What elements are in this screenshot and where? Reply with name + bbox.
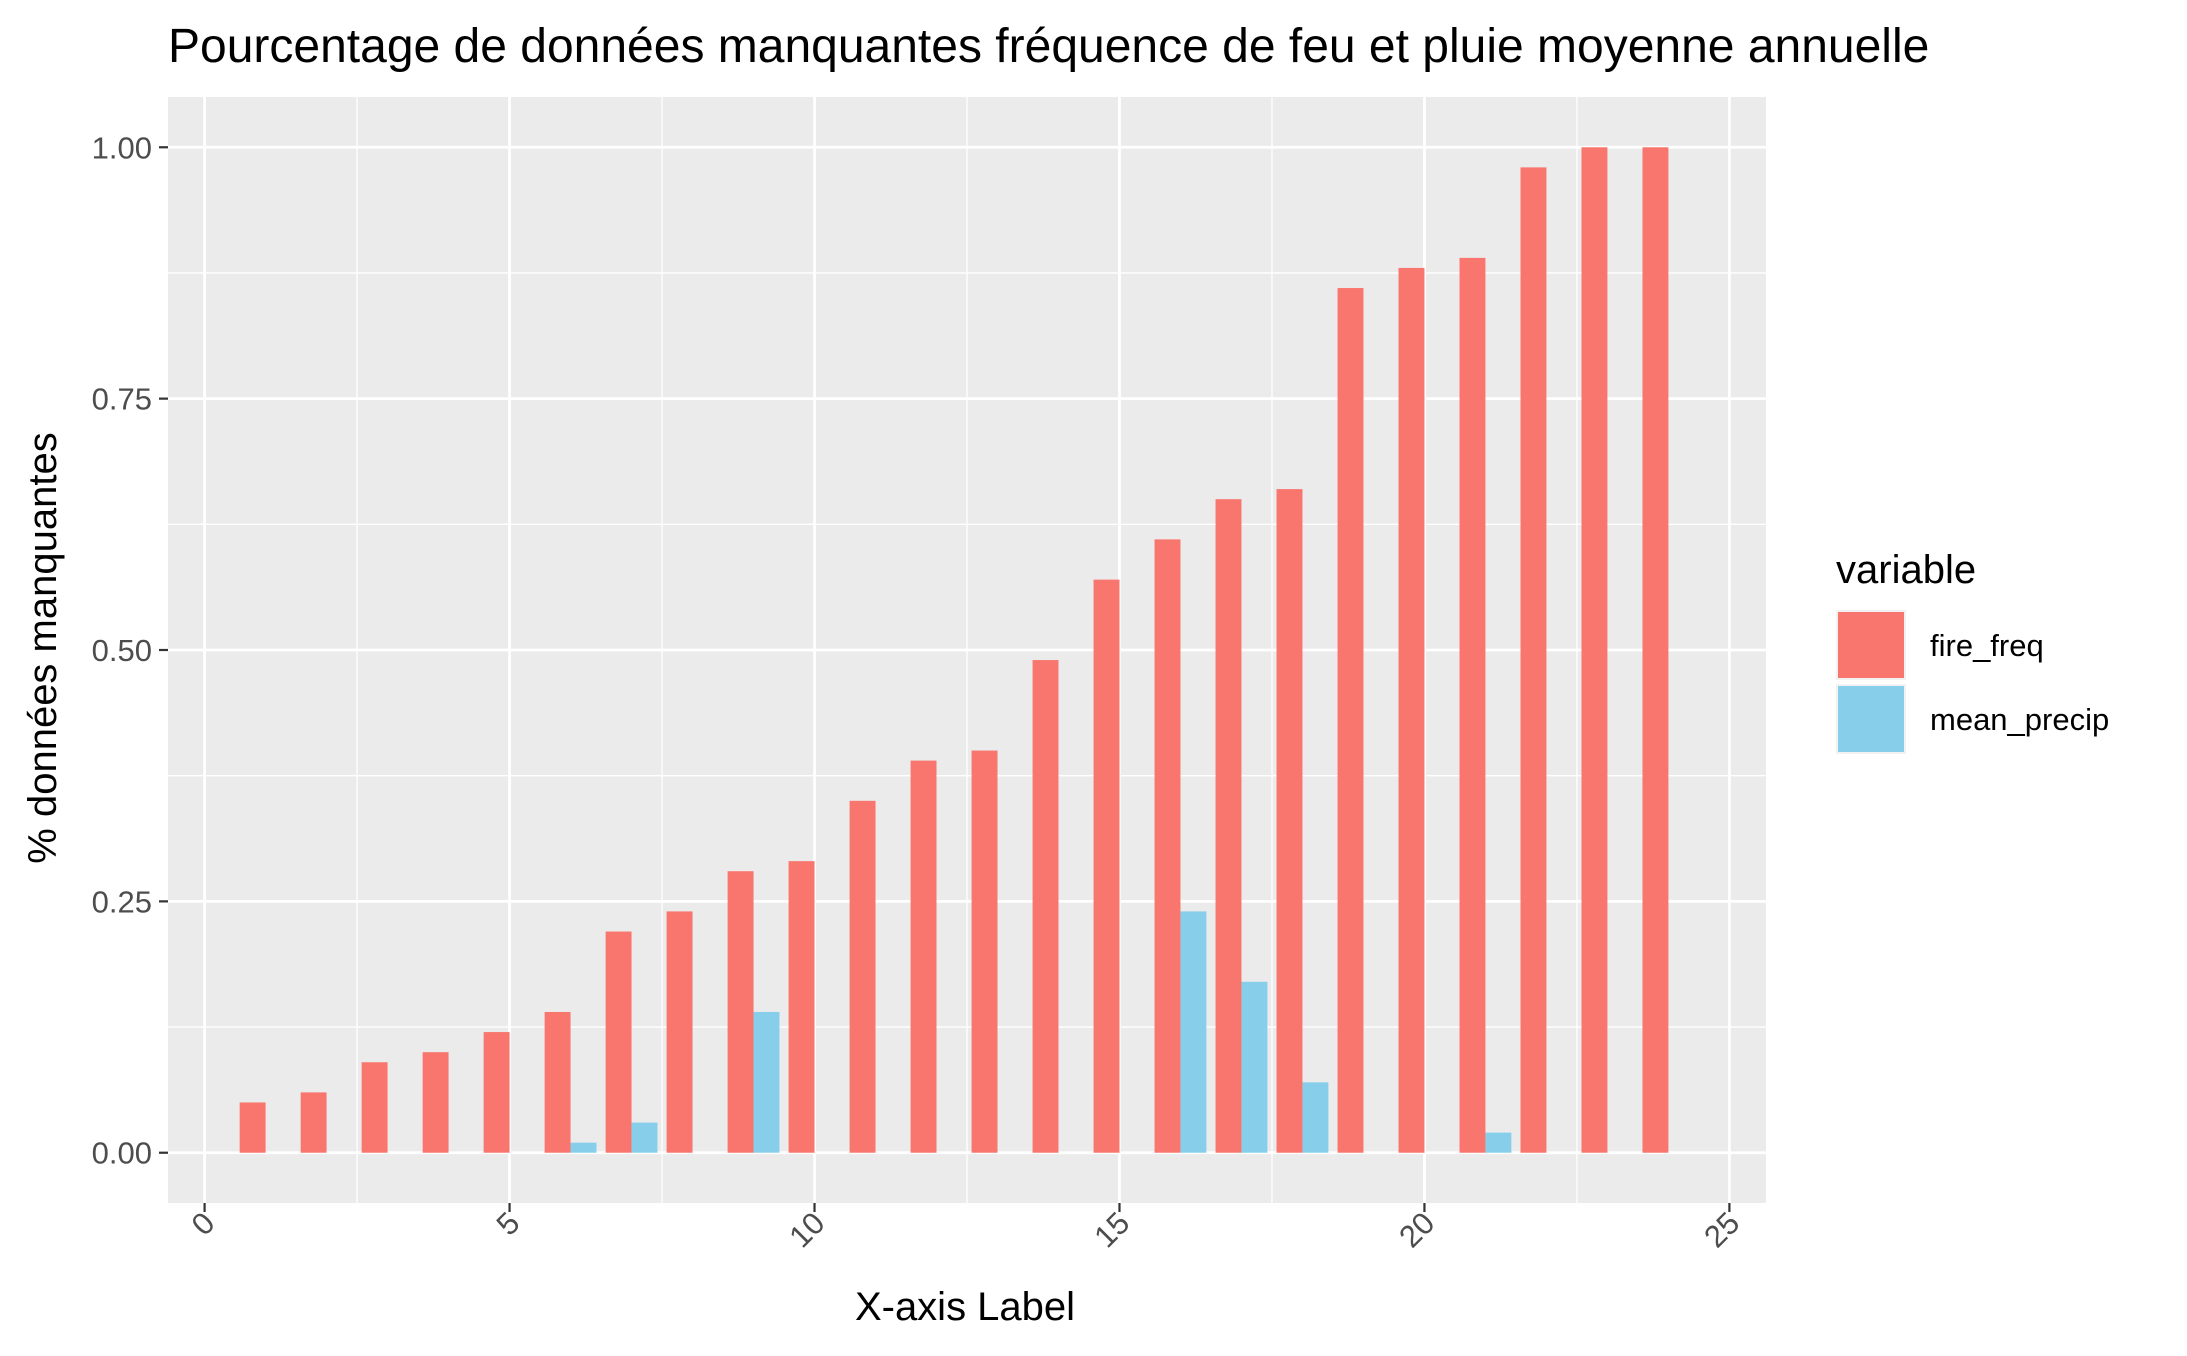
x-tick-label: 0 <box>185 1205 222 1242</box>
bar-fire_freq-7 <box>605 931 632 1153</box>
x-tick-label: 10 <box>782 1205 831 1254</box>
bar-mean_precip-18 <box>1302 1082 1329 1153</box>
bars <box>239 147 1669 1153</box>
bar-mean_precip-6 <box>570 1142 597 1153</box>
bar-fire_freq-16 <box>1154 539 1181 1153</box>
bar-fire_freq-23 <box>1581 147 1608 1153</box>
bar-fire_freq-9 <box>727 871 754 1153</box>
bar-mean_precip-16 <box>1180 911 1207 1153</box>
bar-fire_freq-5 <box>483 1032 510 1153</box>
bar-fire_freq-20 <box>1398 267 1425 1153</box>
bar-fire_freq-1 <box>239 1102 266 1153</box>
y-axis-title: % données manquantes <box>21 432 65 863</box>
x-tick-label: 5 <box>490 1205 527 1242</box>
legend-label-mean_precip: mean_precip <box>1930 702 2109 737</box>
bar-fire_freq-11 <box>849 800 876 1153</box>
chart-title: Pourcentage de données manquantes fréque… <box>168 20 1929 73</box>
x-tick-label: 25 <box>1697 1205 1746 1254</box>
bar-fire_freq-4 <box>422 1052 449 1153</box>
bar-fire_freq-14 <box>1032 660 1059 1153</box>
x-tick-label: 15 <box>1087 1205 1136 1254</box>
bar-fire_freq-19 <box>1337 288 1364 1153</box>
bar-mean_precip-9 <box>753 1011 780 1153</box>
bar-fire_freq-21 <box>1459 257 1486 1153</box>
bar-fire_freq-3 <box>361 1062 388 1153</box>
bar-fire_freq-12 <box>910 760 937 1153</box>
x-axis-title: X-axis Label <box>855 1285 1075 1329</box>
plot-panel <box>168 97 1766 1203</box>
legend-title: variable <box>1836 548 1976 592</box>
y-tick-label: 0.25 <box>92 884 152 919</box>
x-tick-label: 20 <box>1392 1205 1441 1254</box>
y-tick-label: 0.75 <box>92 382 152 417</box>
bar-fire_freq-24 <box>1642 147 1669 1153</box>
bar-fire_freq-13 <box>971 750 998 1153</box>
bar-fire_freq-6 <box>544 1011 571 1153</box>
bar-mean_precip-21 <box>1485 1132 1512 1153</box>
bar-fire_freq-17 <box>1215 499 1242 1153</box>
y-tick-label: 0.50 <box>92 633 152 668</box>
bar-fire_freq-8 <box>666 911 693 1153</box>
bar-fire_freq-18 <box>1276 489 1303 1153</box>
bar-mean_precip-17 <box>1241 981 1268 1153</box>
bar-fire_freq-15 <box>1093 579 1120 1153</box>
bar-mean_precip-7 <box>631 1122 658 1153</box>
legend-label-fire_freq: fire_freq <box>1930 628 2044 663</box>
legend-swatch-mean_precip <box>1838 686 1904 752</box>
bar-fire_freq-2 <box>300 1092 327 1153</box>
y-tick-label: 1.00 <box>92 130 152 165</box>
legend-swatch-fire_freq <box>1838 612 1904 678</box>
legend-items: fire_freq mean_precip <box>1836 610 2109 754</box>
y-tick-label: 0.00 <box>92 1136 152 1171</box>
bar-fire_freq-10 <box>788 861 815 1153</box>
bar-fire_freq-22 <box>1520 167 1547 1153</box>
legend: variable fire_freq mean_precip <box>1836 548 2109 754</box>
